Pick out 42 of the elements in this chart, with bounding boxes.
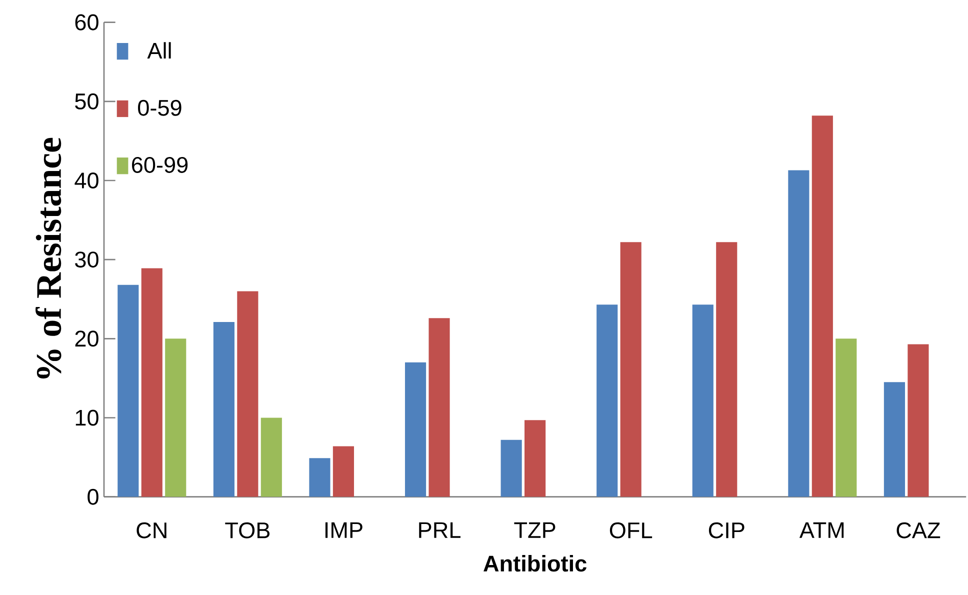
x-tick-label: IMP bbox=[325, 522, 362, 538]
bar bbox=[884, 382, 906, 497]
legend-label: 0-59 bbox=[138, 100, 182, 116]
bar bbox=[332, 446, 354, 497]
bar bbox=[213, 322, 234, 497]
bar bbox=[404, 362, 426, 497]
bar bbox=[524, 420, 546, 497]
legend-label: 60-99 bbox=[132, 156, 188, 173]
bar bbox=[237, 291, 258, 497]
x-tick-label: CN bbox=[136, 522, 166, 538]
x-tick-label: CAZ bbox=[896, 522, 940, 538]
bar bbox=[260, 418, 282, 497]
bar bbox=[908, 344, 929, 497]
y-tick-label: 60 bbox=[75, 14, 98, 30]
bar bbox=[812, 116, 833, 497]
x-tick-label: CIP bbox=[708, 522, 744, 538]
x-tick-label: OFL bbox=[610, 522, 652, 538]
y-tick-label: 50 bbox=[75, 93, 98, 110]
x-tick-label: PRL bbox=[419, 522, 460, 538]
bar bbox=[309, 458, 330, 497]
x-axis-title: Antibiotic bbox=[484, 554, 586, 572]
bar bbox=[836, 338, 857, 497]
bar bbox=[428, 318, 450, 497]
bar bbox=[141, 268, 162, 497]
x-tick-label: TZP bbox=[514, 522, 556, 538]
bar bbox=[716, 242, 738, 497]
y-tick-label: 20 bbox=[75, 330, 98, 347]
y-tick-label: 10 bbox=[76, 410, 98, 426]
bar bbox=[500, 440, 522, 497]
bar bbox=[788, 170, 810, 497]
y-tick-label: 40 bbox=[74, 172, 98, 188]
bar bbox=[118, 284, 139, 497]
bar bbox=[165, 338, 186, 497]
bar bbox=[692, 304, 714, 497]
y-tick-label: 30 bbox=[75, 252, 98, 268]
y-tick-label: 0 bbox=[88, 488, 98, 505]
bar bbox=[620, 242, 642, 497]
bar bbox=[596, 304, 618, 497]
legend-label: All bbox=[147, 42, 171, 58]
x-tick-label: TOB bbox=[225, 522, 270, 538]
y-axis-title: % of Resistance bbox=[36, 138, 62, 378]
x-tick-label: ATM bbox=[799, 522, 844, 538]
